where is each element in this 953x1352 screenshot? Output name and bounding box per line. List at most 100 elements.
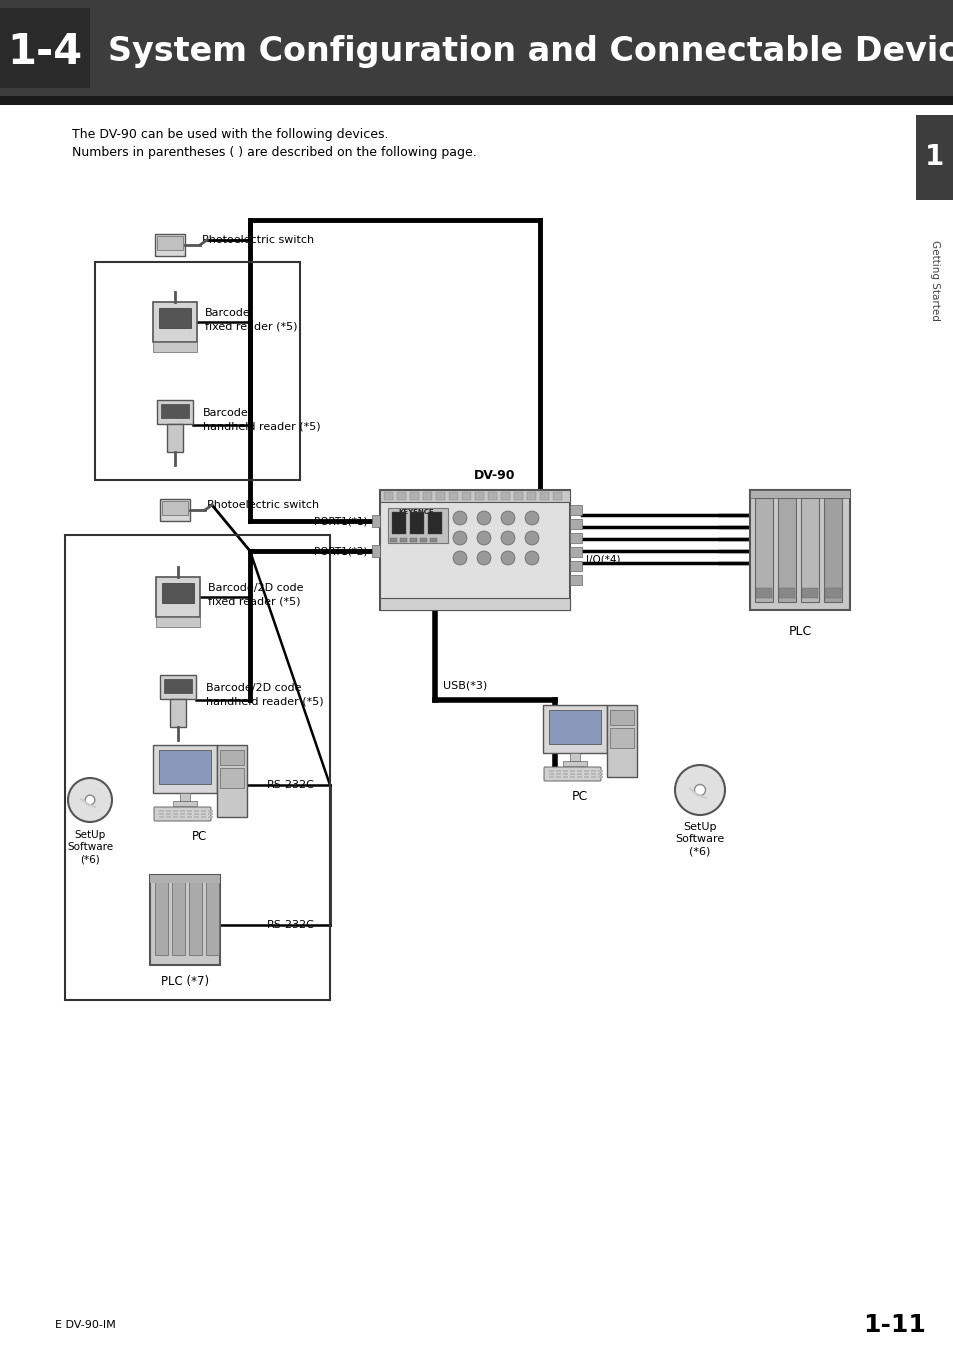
Circle shape [476,531,491,545]
Bar [189,880,202,955]
Bar [388,508,448,544]
Text: Getting Started: Getting Started [929,239,939,320]
Bar [180,794,190,800]
Bar [0,0,953,96]
Bar [372,515,379,527]
Bar [569,753,579,761]
Bar [577,773,581,775]
Text: PLC (*7): PLC (*7) [161,975,209,988]
Bar [216,745,247,817]
Bar [779,588,794,598]
Text: PORT1(*1): PORT1(*1) [314,516,368,526]
Bar [154,880,168,955]
Bar [187,810,192,813]
Bar [193,817,199,818]
Bar [749,489,849,610]
Bar [167,425,183,452]
Text: Photoelectric switch: Photoelectric switch [207,500,319,510]
Bar [562,773,567,775]
Bar [164,679,192,694]
FancyBboxPatch shape [543,767,600,781]
Bar [562,761,586,767]
Bar [488,492,497,500]
Bar [569,773,575,775]
Bar [0,96,953,105]
Text: PORT1(*2): PORT1(*2) [314,546,368,556]
Bar [428,512,441,534]
Bar [598,776,602,777]
Bar [606,704,637,777]
Bar [379,598,569,610]
Bar [166,810,171,813]
Bar [410,492,418,500]
Text: SetUp
Software
(*6): SetUp Software (*6) [67,830,113,865]
Circle shape [85,795,94,804]
Text: System Configuration and Connectable Devices: System Configuration and Connectable Dev… [108,35,953,69]
Circle shape [694,784,705,795]
Circle shape [453,531,467,545]
Bar [461,492,471,500]
Bar [384,492,393,500]
Text: PLC: PLC [787,625,811,638]
Circle shape [476,511,491,525]
Bar [548,773,554,775]
Bar [152,745,216,794]
Bar [410,538,416,542]
Bar [379,489,569,502]
Bar [562,771,567,772]
Text: Barcode
fixed reader (*5): Barcode fixed reader (*5) [205,308,297,331]
Bar [150,875,220,883]
Bar [156,577,200,617]
Bar [915,115,953,200]
Circle shape [453,511,467,525]
Bar [157,400,193,425]
Bar [159,810,164,813]
Bar [208,817,213,818]
Bar [172,817,178,818]
Circle shape [675,765,724,815]
Bar [162,502,188,515]
Bar [95,262,299,480]
Bar [65,535,330,1000]
Bar [220,768,244,788]
Bar [172,813,178,815]
Text: 1: 1 [924,143,943,170]
Bar [379,489,569,610]
Bar [201,810,206,813]
Bar [542,704,606,753]
Circle shape [500,531,515,545]
Bar [755,588,771,598]
Bar [150,875,220,965]
Bar [180,810,185,813]
Bar [475,492,483,500]
Bar [801,588,817,598]
Bar [0,8,90,88]
Bar [449,492,457,500]
Bar [569,519,581,529]
Bar [556,771,560,772]
Text: E DV-90-IM: E DV-90-IM [55,1320,115,1330]
Circle shape [524,511,538,525]
Bar [159,813,164,815]
Text: DV-90: DV-90 [474,469,516,483]
FancyBboxPatch shape [153,807,211,821]
Text: PC: PC [571,790,587,803]
Circle shape [476,552,491,565]
Bar [193,810,199,813]
Bar [778,498,795,602]
Bar [569,533,581,544]
Text: 1-4: 1-4 [8,31,83,73]
Bar [609,727,634,748]
Bar [159,817,164,818]
Bar [430,538,436,542]
Bar [399,538,407,542]
Circle shape [453,552,467,565]
Bar [569,548,581,557]
Bar [201,817,206,818]
Bar [159,308,191,329]
Bar [556,776,560,777]
Bar [577,776,581,777]
Circle shape [524,531,538,545]
Bar [824,588,841,598]
Bar [160,675,195,699]
